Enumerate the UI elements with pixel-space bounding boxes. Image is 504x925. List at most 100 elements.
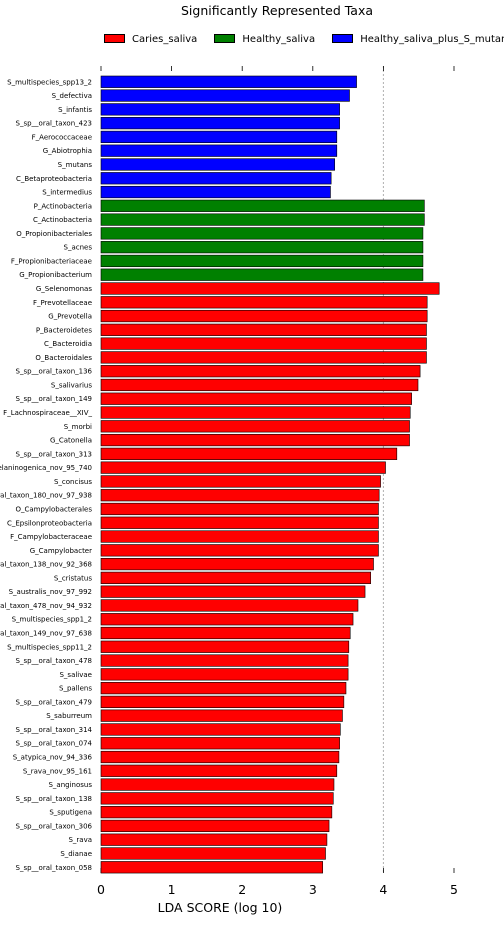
bar-P_Actinobacteria (100, 199, 425, 212)
bar-S_salivarius (100, 378, 419, 392)
category-label-S_sp__oral_taxon_314: S_sp__oral_taxon_314 (16, 726, 93, 734)
legend-swatch-caries (104, 33, 125, 43)
category-label-F_Campylobacteraceae: F_Campylobacteraceae (10, 533, 92, 541)
bar-F_Aerococcaceae (100, 130, 338, 144)
bar-C_Betaproteobacteria (100, 172, 332, 185)
bar-S_intermedius (100, 185, 331, 199)
bar-G_Propionibacterium (100, 268, 424, 281)
category-label-S_salivae: S_salivae (59, 671, 92, 679)
legend-entry-healthy-plus-mutans: Healthy_saliva_plus_S_mutans (332, 33, 504, 45)
category-label-S_morbi: S_morbi (64, 423, 92, 431)
bar-S_atypica_nov_94_336 (100, 750, 340, 764)
bar-S_multispecies_spp13_2 (100, 75, 357, 88)
bar-C_Bacteroidia (100, 337, 427, 350)
category-label-S_acnes: S_acnes (64, 244, 93, 252)
bar-G_Prevotella (100, 309, 428, 323)
category-label-O_Propionibacteriales: O_Propionibacteriales (16, 230, 92, 238)
legend-label-healthy: Healthy_saliva (242, 34, 316, 45)
category-label-G_Catonella: G_Catonella (50, 437, 92, 445)
category-label-S_atypica_nov_94_336: S_atypica_nov_94_336 (13, 754, 93, 762)
bar-C_Epsilonproteobacteria (100, 516, 379, 529)
category-label-S_australis_nov_97_992: S_australis_nov_97_992 (9, 588, 92, 596)
legend-label-caries: Caries_saliva (132, 34, 198, 45)
category-label-S_sp__oral_taxon_479: S_sp__oral_taxon_479 (16, 698, 92, 706)
bar-S_defectiva (100, 89, 350, 102)
category-label-S_sp__oral_taxon_136: S_sp__oral_taxon_136 (16, 368, 93, 376)
bar-S_multispecies_spp1_2 (100, 613, 354, 626)
bar-C_Actinobacteria (100, 213, 425, 226)
bar-S_sp__oral_taxon_478_nov_94_932 (100, 599, 359, 612)
category-label-S_sp__oral_taxon_313: S_sp__oral_taxon_313 (16, 450, 92, 458)
category-label-S_sp__oral_taxon_423: S_sp__oral_taxon_423 (16, 120, 92, 128)
legend: Caries_saliva Healthy_saliva Healthy_sal… (104, 33, 504, 50)
bar-S_dianae (100, 847, 326, 860)
category-label-S_defectiva: S_defectiva (52, 92, 92, 100)
category-label-F_Prevotellaceae: F_Prevotellaceae (33, 299, 92, 307)
bar-S_pallens (100, 682, 347, 695)
bar-F_Propionibacteriaceae (100, 254, 424, 268)
category-label-S_sp__oral_taxon_149: S_sp__oral_taxon_149 (16, 395, 92, 403)
category-label-S_sp__oral_taxon_306: S_sp__oral_taxon_306 (16, 822, 93, 830)
bar-S_saburreum (100, 709, 343, 722)
bar-F_Campylobacteraceae (100, 530, 379, 543)
category-label-S_multispecies_spp13_2: S_multispecies_spp13_2 (7, 78, 92, 86)
bar-S_sp__oral_taxon_058 (100, 861, 323, 874)
bar-O_Propionibacteriales (100, 227, 424, 240)
x-tick-label-1: 1 (168, 882, 176, 897)
category-label-C_Bacteroidia: C_Bacteroidia (44, 340, 92, 348)
bar-G_Selenomonas (100, 282, 440, 295)
category-label-S_sp__oral_taxon_478_nov_94_932: S_sp__oral_taxon_478_nov_94_932 (0, 602, 92, 610)
category-label-S_rava_nov_95_161: S_rava_nov_95_161 (23, 767, 92, 775)
category-label-F_Lachnospiraceae__XIV_: F_Lachnospiraceae__XIV_ (3, 409, 92, 417)
bar-S_morbi (100, 420, 410, 433)
category-label-S_multispecies_spp11_2: S_multispecies_spp11_2 (7, 643, 92, 651)
bar-S_sp__oral_taxon_136 (100, 365, 421, 378)
bar-S_sp__oral_taxon_306 (100, 819, 330, 833)
category-label-P_Bacteroidetes: P_Bacteroidetes (36, 326, 92, 334)
bar-O_Campylobacterales (100, 502, 379, 516)
bar-S_cristatus (100, 571, 371, 584)
x-tick-label-0: 0 (97, 882, 105, 897)
bar-S_infantis (100, 103, 340, 116)
category-label-S_multispecies_spp1_2: S_multispecies_spp1_2 (12, 616, 92, 624)
bar-S_sputigena (100, 806, 333, 819)
category-label-S_infantis: S_infantis (58, 106, 92, 114)
bar-S_sp__oral_taxon_149 (100, 392, 412, 405)
bar-G_Catonella (100, 433, 410, 447)
x-tick-label-3: 3 (309, 882, 317, 897)
bar-S_acnes (100, 241, 424, 254)
category-label-S_sp__oral_taxon_180_nov_97_938: S_sp__oral_taxon_180_nov_97_938 (0, 492, 92, 500)
category-label-C_Epsilonproteobacteria: C_Epsilonproteobacteria (7, 519, 92, 527)
bar-G_Campylobacter (100, 544, 379, 557)
category-label-S_intermedius: S_intermedius (42, 189, 92, 197)
category-label-S_anginosus: S_anginosus (48, 781, 92, 789)
bar-S_mutans (100, 158, 335, 171)
category-label-S_pallens: S_pallens (59, 685, 92, 693)
category-label-S_sp__oral_taxon_478: S_sp__oral_taxon_478 (16, 657, 92, 665)
category-label-F_Aerococcaceae: F_Aerococcaceae (32, 133, 92, 141)
category-label-O_Campylobacterales: O_Campylobacterales (15, 505, 92, 513)
bar-F_Lachnospiraceae__XIV_ (100, 406, 411, 419)
bar-S_sp__oral_taxon_180_nov_97_938 (100, 489, 380, 502)
chart-title: Significantly Represented Taxa (180, 3, 374, 18)
bar-S_concisus (100, 475, 381, 488)
legend-label-healthy-plus-mutans: Healthy_saliva_plus_S_mutans (360, 34, 504, 45)
bar-P_Bacteroidetes (100, 323, 427, 336)
bar-F_Prevotellaceae (100, 296, 428, 309)
bar-S_melaninogenica_nov_95_740 (100, 461, 386, 474)
bar-S_sp__oral_taxon_313 (100, 447, 398, 460)
x-axis-label: LDA SCORE (log 10) (157, 900, 283, 915)
category-label-G_Selenomonas: G_Selenomonas (36, 285, 92, 293)
bar-S_rava (100, 833, 328, 846)
category-label-C_Actinobacteria: C_Actinobacteria (33, 216, 92, 224)
category-label-S_melaninogenica_nov_95_740: S_melaninogenica_nov_95_740 (0, 464, 92, 472)
bar-S_australis_nov_97_992 (100, 585, 366, 598)
category-label-S_sp__oral_taxon_058: S_sp__oral_taxon_058 (16, 864, 92, 872)
legend-swatch-healthy (214, 33, 236, 43)
category-label-G_Abiotrophia: G_Abiotrophia (43, 147, 92, 155)
category-label-S_saburreum: S_saburreum (46, 712, 92, 720)
bar-S_sp__oral_taxon_478 (100, 654, 349, 667)
bar-S_sp__oral_taxon_149_nov_97_638 (100, 626, 351, 640)
legend-entry-healthy: Healthy_saliva (214, 33, 316, 45)
